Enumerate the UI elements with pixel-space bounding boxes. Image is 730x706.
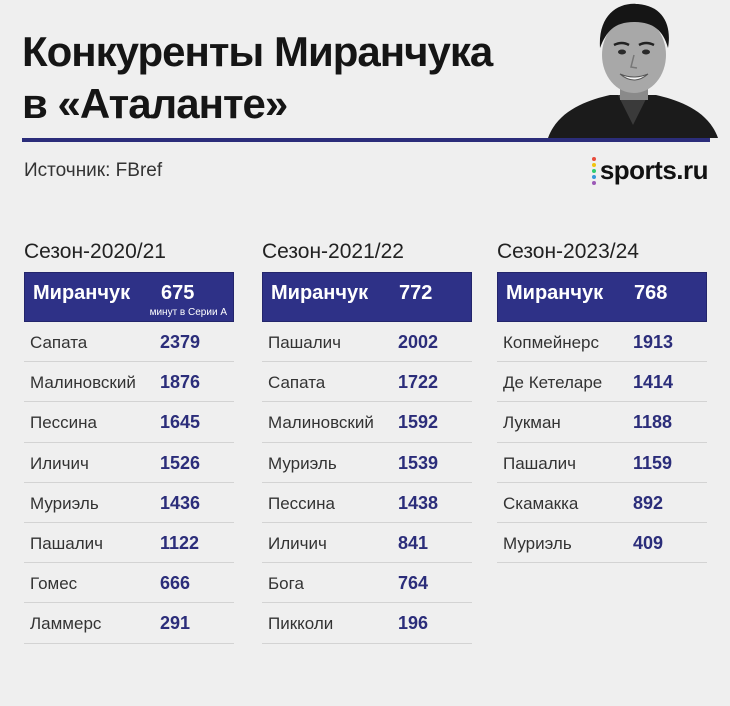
player-name: Пашалич [503, 453, 577, 473]
season-column-2020-21: Сезон-2020/21 Миранчук 675 минут в Серии… [24, 238, 234, 644]
player-name: Пашалич [30, 533, 104, 553]
highlight-name: Миранчук [33, 282, 131, 304]
highlight-name: Миранчук [271, 282, 369, 304]
minutes-value: 1436 [160, 492, 201, 513]
minutes-value: 892 [633, 492, 664, 513]
table-row: Иличич 841 [262, 523, 472, 564]
highlight-value: 772 [399, 282, 433, 304]
minutes-value: 1414 [633, 372, 674, 393]
player-name: Гомес [30, 574, 78, 594]
page-title: Конкуренты Миранчука в «Аталанте» [22, 26, 493, 130]
player-name: Муриэль [268, 453, 337, 473]
title-line-1: Конкуренты Миранчука [22, 28, 493, 75]
minutes-value: 2379 [160, 332, 201, 352]
table-row: Пикколи 196 [262, 603, 472, 644]
highlight-value: 768 [634, 282, 668, 304]
logo-dots-icon [591, 156, 596, 185]
table-row: Скамакка 892 [497, 483, 707, 523]
player-name: Пессина [30, 413, 98, 433]
table-row: Муриэль 1436 [24, 483, 234, 523]
highlight-name: Миранчук [506, 282, 604, 304]
table-row: Сапата 1722 [262, 362, 472, 403]
player-name: Пессина [268, 493, 336, 513]
table-row: Копмейнерс 1913 [497, 322, 707, 363]
player-name: Скамакка [503, 493, 579, 513]
minutes-value: 666 [160, 573, 191, 594]
minutes-value: 409 [633, 532, 664, 553]
source-label: Источник: FBref [24, 160, 163, 181]
table-row: Лукман 1188 [497, 402, 707, 443]
minutes-value: 1913 [633, 332, 674, 352]
table-row: Пашалич 1159 [497, 443, 707, 483]
minutes-value: 1722 [398, 372, 439, 393]
header-divider [22, 138, 710, 142]
table-row: Муриэль 1539 [262, 443, 472, 483]
sports-ru-logo: sports.ru [591, 155, 709, 186]
table-row: Пессина 1438 [262, 483, 472, 523]
player-portrait [548, 0, 718, 138]
highlight-note: минут в Серии А [149, 307, 227, 318]
player-name: Сапата [268, 373, 326, 393]
minutes-value: 2002 [398, 332, 439, 352]
player-name: Пашалич [268, 333, 342, 352]
table-row: Пашалич 1122 [24, 523, 234, 564]
player-name: Муриэль [503, 533, 572, 553]
minutes-value: 1188 [633, 412, 673, 433]
table-row: Де Кетеларе 1414 [497, 362, 707, 403]
highlight-row: Миранчук 768 [497, 272, 707, 322]
player-name: Лукман [503, 413, 561, 433]
logo-text: sports.ru [599, 155, 709, 185]
player-name: Бога [268, 574, 304, 594]
minutes-value: 1526 [160, 452, 201, 473]
title-line-2: в «Аталанте» [22, 80, 288, 127]
minutes-value: 764 [398, 573, 429, 594]
table-row: Пашалич 2002 [262, 322, 472, 363]
player-name: Малиновский [30, 373, 136, 393]
season-label: Сезон-2021/22 [262, 240, 404, 263]
season-label: Сезон-2023/24 [497, 240, 639, 263]
minutes-value: 1438 [398, 492, 439, 513]
player-name: Иличич [30, 453, 89, 473]
player-name: Малиновский [268, 413, 374, 433]
minutes-value: 1122 [160, 532, 200, 553]
player-name: Копмейнерс [503, 333, 599, 352]
highlight-row: Миранчук 772 [262, 272, 472, 322]
minutes-value: 841 [398, 532, 429, 553]
table-row: Малиновский 1592 [262, 402, 472, 443]
minutes-value: 1645 [160, 412, 201, 433]
table-row: Муриэль 409 [497, 523, 707, 564]
highlight-value: 675 [161, 282, 195, 304]
minutes-value: 1876 [160, 372, 201, 393]
table-row: Малиновский 1876 [24, 362, 234, 403]
player-name: Ламмерс [30, 614, 102, 634]
player-name: Пикколи [268, 614, 334, 634]
season-column-2021-22: Сезон-2021/22 Миранчук 772 Пашалич 2002 С… [262, 238, 472, 644]
table-row: Пессина 1645 [24, 402, 234, 443]
player-name: Муриэль [30, 493, 99, 513]
season-column-2023-24: Сезон-2023/24 Миранчук 768 Копмейнерс 191… [497, 238, 707, 564]
player-name: Де Кетеларе [503, 373, 603, 393]
highlight-row: Миранчук 675 минут в Серии А [24, 272, 234, 322]
player-name: Иличич [268, 533, 327, 553]
season-label: Сезон-2020/21 [24, 240, 166, 263]
player-name: Сапата [30, 333, 88, 352]
minutes-value: 196 [398, 613, 429, 634]
minutes-value: 1539 [398, 452, 439, 473]
minutes-value: 1159 [633, 452, 673, 473]
table-row: Сапата 2379 [24, 322, 234, 363]
minutes-value: 1592 [398, 412, 439, 433]
table-row: Гомес 666 [24, 563, 234, 604]
table-row: Иличич 1526 [24, 443, 234, 483]
minutes-value: 291 [160, 613, 191, 634]
table-row: Ламмерс 291 [24, 603, 234, 644]
table-row: Бога 764 [262, 563, 472, 604]
